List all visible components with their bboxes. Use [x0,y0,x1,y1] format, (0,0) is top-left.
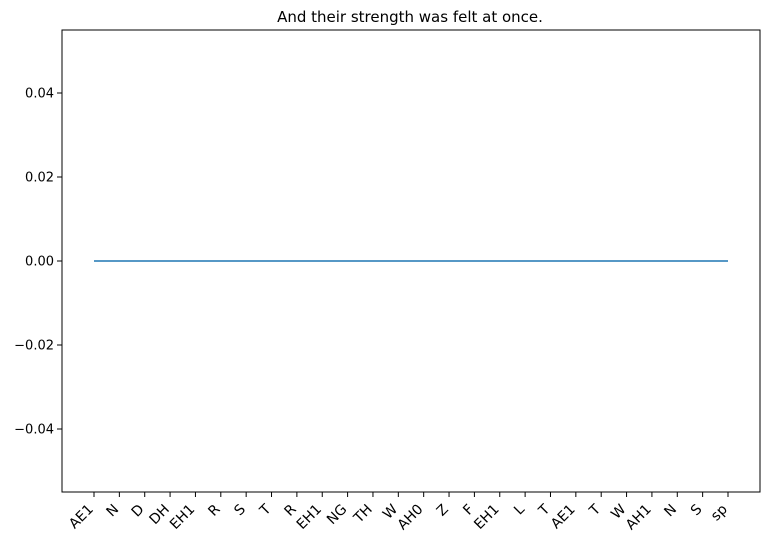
x-tick-label: S [231,501,249,519]
x-tick-label: EH1 [294,502,325,533]
x-tick-label: D [129,502,148,521]
x-tick-label: AE1 [548,502,579,533]
x-tick-label: sp [708,501,731,524]
y-axis: 0.04 0.02 0.00 −0.02 −0.04 [14,87,62,438]
y-tick-label: 0.04 [25,87,54,102]
x-tick-label: AH0 [395,502,427,534]
x-tick-label: N [103,502,122,521]
y-tick-label: −0.02 [14,339,54,354]
x-tick-label: F [460,502,477,519]
x-tick-label: EH1 [471,502,502,533]
x-tick-label: NG [324,502,350,528]
x-tick-label: T [586,501,604,519]
x-tick-label: EH1 [167,502,198,533]
x-tick-label: TH [350,502,376,528]
y-tick-label: 0.02 [25,171,54,186]
x-tick-label: S [688,501,706,519]
x-tick-label: N [661,502,680,521]
x-tick-label: L [511,501,528,518]
x-tick-label: Z [434,502,452,520]
x-tick-label: R [205,501,223,519]
x-tick-label: T [256,501,274,519]
x-tick-label: AE1 [66,502,97,533]
chart-title: And their strength was felt at once. [277,8,543,26]
y-tick-label: 0.00 [25,255,54,270]
x-tick-label: AH1 [623,502,655,534]
y-tick-label: −0.04 [14,423,54,438]
